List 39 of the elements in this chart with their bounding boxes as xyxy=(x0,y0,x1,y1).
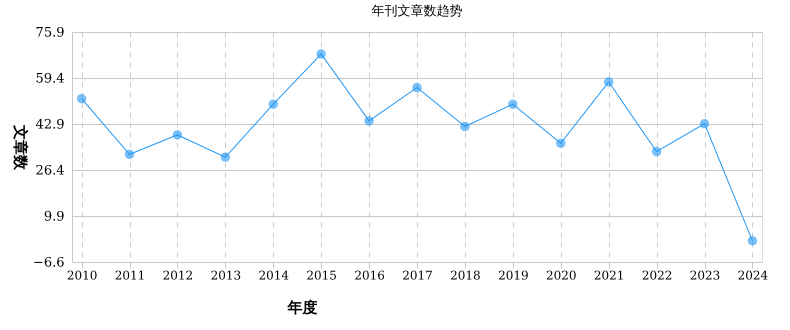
point xyxy=(604,77,614,87)
x-tick-label: 2022 xyxy=(642,268,672,282)
x-tick-label: 2012 xyxy=(162,268,194,282)
y-tick-label: 59.4 xyxy=(36,72,64,86)
y-tick-label: 26.4 xyxy=(36,164,64,178)
x-tick-label: 2024 xyxy=(738,268,769,282)
x-tick-label: 2013 xyxy=(210,268,242,282)
point xyxy=(124,150,134,160)
x-tick-label: 2020 xyxy=(546,268,577,282)
x-tick-label: 2016 xyxy=(354,268,385,282)
y-tick-label: −6.6 xyxy=(32,256,64,270)
x-tick-label: 2019 xyxy=(498,268,529,282)
y-tick-label: 42.9 xyxy=(36,118,64,132)
x-tick-label: 2023 xyxy=(690,268,720,282)
point xyxy=(268,99,278,109)
x-tick-label: 2014 xyxy=(258,268,290,282)
point xyxy=(172,130,182,140)
x-tick-label: 2011 xyxy=(114,268,146,282)
y-tick-label: 75.9 xyxy=(36,26,64,40)
point xyxy=(364,116,374,126)
x-tick-label: 2021 xyxy=(594,268,624,282)
x-tick-label: 2018 xyxy=(450,268,481,282)
x-tick-label: 2017 xyxy=(402,268,433,282)
point xyxy=(316,49,326,59)
point xyxy=(460,122,470,132)
y-tick-label: 9.9 xyxy=(44,210,64,224)
x-tick-label: 2015 xyxy=(306,268,337,282)
x-axis-title: 年度 xyxy=(286,298,318,316)
point xyxy=(748,236,758,246)
point xyxy=(76,94,86,104)
x-tick-label: 2010 xyxy=(66,268,98,282)
point xyxy=(556,138,566,148)
point xyxy=(700,118,710,128)
point xyxy=(652,146,662,156)
y-axis-title: 文章数 xyxy=(12,124,30,171)
point xyxy=(508,99,518,109)
point xyxy=(220,152,230,162)
chart-title: 年刊文章数趋势 xyxy=(372,4,462,19)
point xyxy=(412,82,422,92)
